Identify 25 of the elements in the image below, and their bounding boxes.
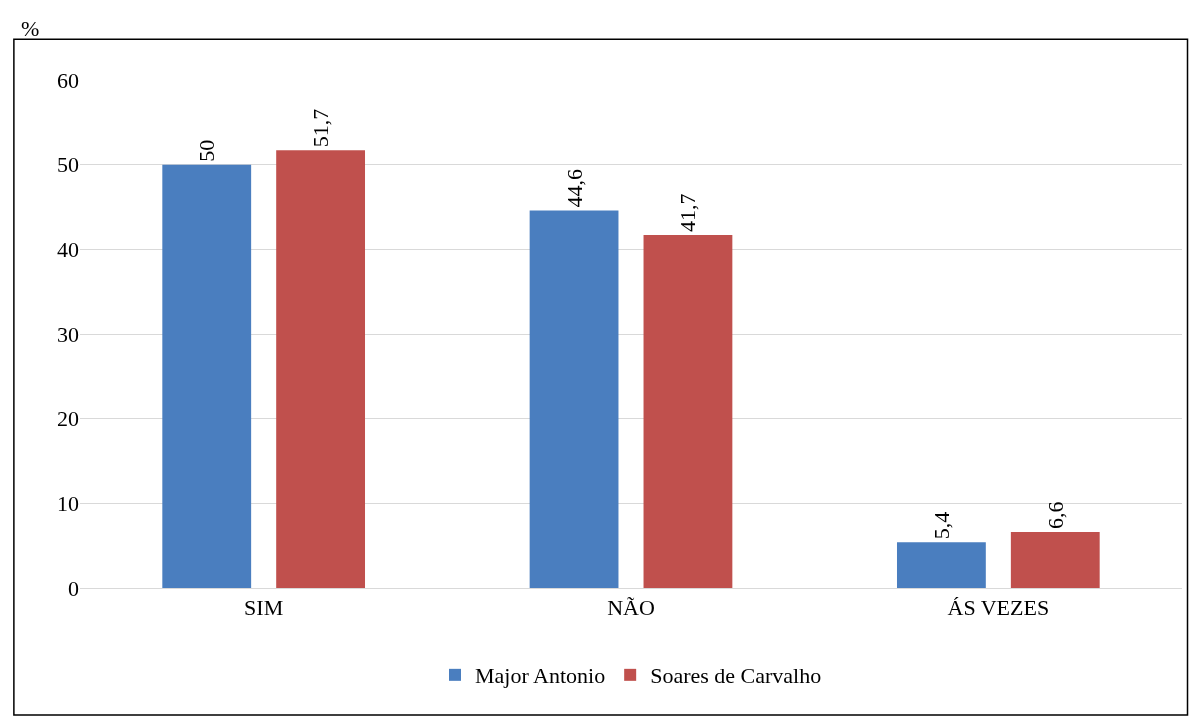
y-tick-label: 0 bbox=[68, 575, 79, 601]
y-axis-title: % bbox=[21, 16, 40, 41]
data-label: 44,6 bbox=[561, 168, 587, 208]
y-tick-label: 50 bbox=[57, 152, 79, 178]
data-label: 41,7 bbox=[675, 193, 701, 232]
data-label: 51,7 bbox=[308, 108, 334, 148]
bar bbox=[162, 164, 252, 588]
bar bbox=[1010, 532, 1100, 588]
y-tick-label: 40 bbox=[57, 237, 79, 263]
y-tick-label: 20 bbox=[57, 406, 79, 432]
legend-label: Soares de Carvalho bbox=[650, 663, 822, 689]
bar bbox=[276, 150, 366, 588]
x-tick-label: SIM bbox=[244, 595, 284, 621]
bar bbox=[643, 234, 733, 588]
x-tick-label: NÃO bbox=[607, 595, 655, 621]
data-label: 6,6 bbox=[1042, 501, 1068, 530]
data-label: 50 bbox=[194, 139, 220, 162]
y-tick-label: 30 bbox=[57, 321, 79, 347]
legend-label: Major Antonio bbox=[475, 663, 606, 689]
data-label: 5,4 bbox=[928, 511, 954, 540]
y-tick-label: 60 bbox=[57, 67, 79, 93]
y-tick-label: 10 bbox=[57, 491, 79, 517]
x-tick-label: ÁS VEZES bbox=[947, 595, 1050, 621]
bar bbox=[529, 210, 619, 588]
bar bbox=[896, 542, 986, 588]
